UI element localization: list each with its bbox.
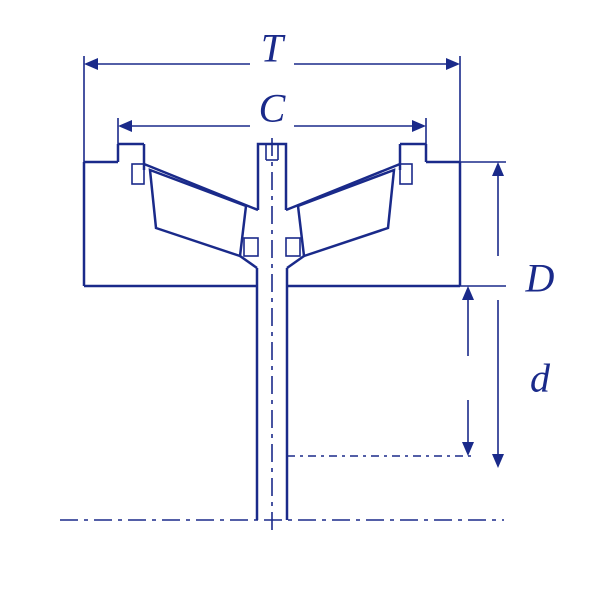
diagram-svg [0,0,600,600]
label-C: C [259,85,286,132]
bearing-dimension-diagram: T C D d [0,0,600,600]
label-D: D [526,255,555,302]
label-T: T [261,25,283,72]
label-d: d [530,355,550,402]
